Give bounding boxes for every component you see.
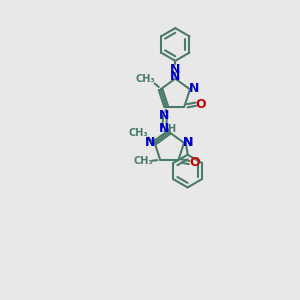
Text: O: O [189,156,200,169]
Text: H: H [167,124,175,134]
Text: CH₃: CH₃ [129,128,148,138]
Text: N: N [159,122,169,135]
Text: N: N [170,63,181,76]
Text: N: N [183,136,194,149]
Text: CH₃: CH₃ [134,156,153,166]
Text: N: N [145,136,156,149]
Text: N: N [189,82,199,95]
Text: O: O [196,98,206,111]
Text: N: N [183,136,194,149]
Text: CH₃: CH₃ [136,74,155,84]
Text: N: N [159,109,170,122]
Text: N: N [170,70,181,83]
